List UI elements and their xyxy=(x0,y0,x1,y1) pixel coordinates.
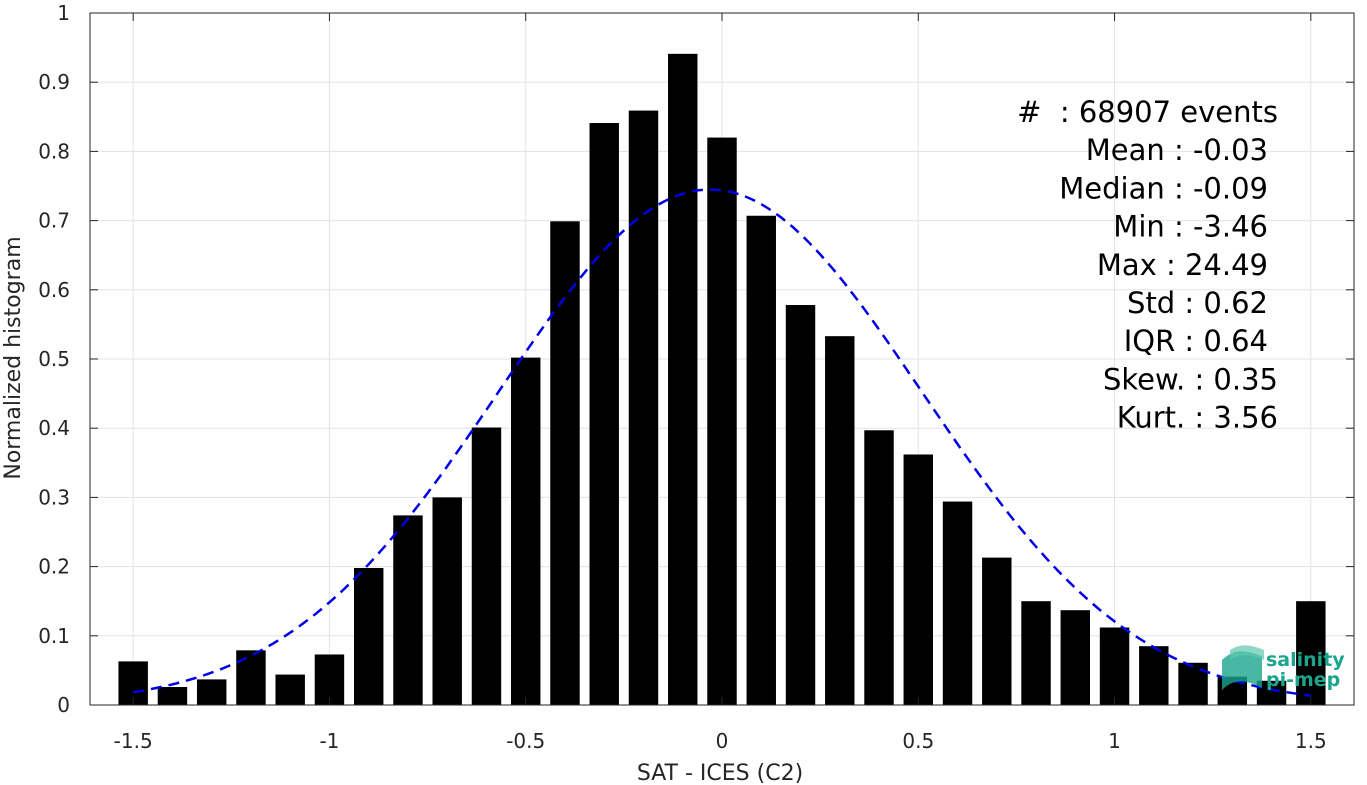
y-tick-label: 0.2 xyxy=(38,555,70,579)
histogram-bar xyxy=(1296,601,1326,705)
y-tick-label: 0.5 xyxy=(38,347,70,371)
y-tick-label: 0.4 xyxy=(38,416,70,440)
logo-line2: pi-mep xyxy=(1266,669,1340,691)
x-tick-label: -1 xyxy=(319,729,339,753)
histogram-bar xyxy=(1178,662,1208,705)
histogram-bar xyxy=(511,357,541,705)
y-tick-label: 0.8 xyxy=(38,139,70,163)
stat-line: IQR : 0.64 xyxy=(1124,324,1268,358)
histogram-bar xyxy=(785,305,816,705)
stat-line: Skew. : 0.35 xyxy=(1103,362,1278,396)
x-tick-label: 0.5 xyxy=(902,729,934,753)
logo-wave-icon-back xyxy=(1230,645,1264,660)
y-tick-label: 0.9 xyxy=(38,70,70,94)
x-tick-label: -0.5 xyxy=(506,729,545,753)
x-tick-label: 0 xyxy=(716,729,729,753)
histogram-bar xyxy=(432,497,462,705)
x-axis-label: SAT - ICES (C2) xyxy=(637,761,803,785)
gaussian-fit-curve xyxy=(132,188,1311,697)
histogram-bar xyxy=(707,137,737,705)
stat-line: Std : 0.62 xyxy=(1127,286,1268,320)
histogram-bar xyxy=(314,654,345,705)
stat-line: Mean : -0.03 xyxy=(1086,133,1268,167)
x-tick-label: 1.5 xyxy=(1295,729,1327,753)
x-tick-label: -1.5 xyxy=(114,729,153,753)
stat-line: Median : -0.09 xyxy=(1059,171,1268,205)
histogram-bar xyxy=(471,427,502,705)
histogram-bar xyxy=(353,567,384,705)
axes-frame xyxy=(89,12,1355,706)
histogram-bar xyxy=(668,53,698,705)
histogram-bar xyxy=(982,557,1012,705)
stat-line: Max : 24.49 xyxy=(1097,248,1268,282)
stat-line: Kurt. : 3.56 xyxy=(1117,401,1278,435)
histogram-bar xyxy=(1060,610,1091,705)
y-tick-label: 0.6 xyxy=(38,278,70,302)
histogram-bar xyxy=(1021,601,1051,705)
logo-wave-icon xyxy=(1222,651,1262,690)
histogram-bar xyxy=(393,515,423,705)
y-axis-label: Normalized histogram xyxy=(1,236,26,479)
logo-line1: salinity xyxy=(1266,649,1345,671)
x-tick-label: 1 xyxy=(1108,729,1121,753)
y-tick-label: 0 xyxy=(57,693,70,717)
histogram-bar xyxy=(825,336,855,705)
histogram-bar xyxy=(1139,646,1169,705)
histogram-bar xyxy=(236,650,266,705)
salinity-pimep-logo: salinity pi-mep xyxy=(1222,645,1345,691)
histogram-bar xyxy=(196,679,227,705)
histogram-bar xyxy=(1099,627,1130,705)
histogram-bar xyxy=(864,430,894,705)
y-tick-label: 0.3 xyxy=(38,485,70,509)
histogram-bar xyxy=(275,674,305,705)
stat-line: Min : -3.46 xyxy=(1113,210,1268,244)
histogram-bar xyxy=(942,501,973,705)
stat-line: # : 68907 events xyxy=(1017,95,1278,129)
y-tick-labels: 0 0.1 0.2 0.3 0.4 0.5 0.6 0.7 0.8 0.9 1 xyxy=(38,1,70,717)
y-tick-label: 0.7 xyxy=(38,209,70,233)
histogram-bar xyxy=(157,687,188,705)
x-tick-labels: -1.5 -1 -0.5 0 0.5 1 1.5 xyxy=(114,729,1327,753)
statistics-box: # : 68907 events Mean : -0.03 Median : -0.… xyxy=(1017,95,1278,435)
y-tick-label: 0.1 xyxy=(38,624,70,648)
y-tick-label: 1 xyxy=(57,1,70,25)
histogram-bar xyxy=(628,110,659,705)
histogram-bar xyxy=(903,454,933,705)
histogram-bar xyxy=(746,215,776,706)
histogram-bar xyxy=(589,123,619,705)
histogram-bar xyxy=(550,221,580,706)
bars xyxy=(118,53,1326,706)
